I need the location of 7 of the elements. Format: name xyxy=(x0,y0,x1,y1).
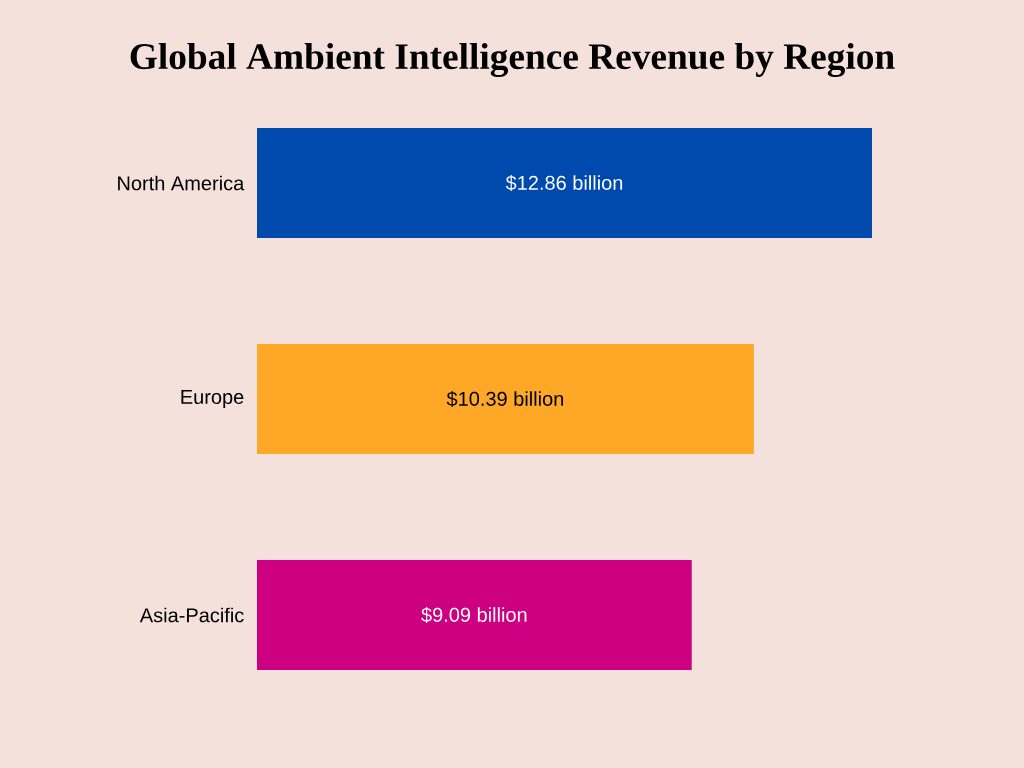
y-tick-label: Asia-Pacific xyxy=(139,607,244,623)
data-label: $10.39 billion xyxy=(446,390,564,408)
y-tick-label: Europe xyxy=(181,390,244,408)
data-label: $12.86 billion xyxy=(505,174,623,192)
y-tick-label: North America xyxy=(118,175,245,191)
chart-title: Global Ambient Intelligence Revenue by Region xyxy=(130,42,895,78)
data-label: $9.09 billion xyxy=(421,606,527,624)
